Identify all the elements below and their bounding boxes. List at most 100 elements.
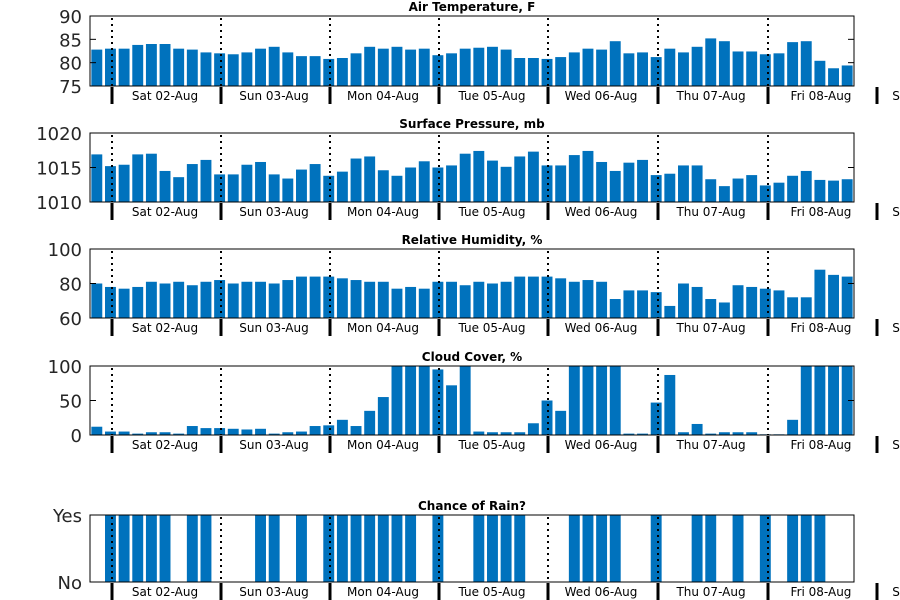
bar [159, 170, 171, 202]
bar [541, 276, 553, 318]
bar [145, 44, 157, 86]
bar [650, 402, 662, 435]
day-label: Tue 05-Aug [457, 585, 525, 599]
bar [268, 283, 280, 318]
bar [186, 285, 198, 318]
bar [691, 165, 703, 202]
day-label: Thu 07-Aug [675, 321, 745, 335]
bar [828, 180, 839, 202]
bar [596, 161, 608, 202]
bar [759, 288, 771, 318]
bar [323, 58, 335, 86]
day-label: Mon 04-Aug [347, 585, 419, 599]
bar [91, 49, 103, 86]
bar [732, 285, 744, 318]
bar [678, 283, 689, 318]
bar [500, 281, 512, 318]
bar [568, 515, 580, 582]
ytick-label: 1020 [36, 124, 82, 145]
bar [787, 42, 799, 86]
panel-title: Chance of Rain? [418, 499, 526, 513]
bar [664, 374, 676, 435]
bar [705, 179, 717, 202]
bar [800, 515, 812, 582]
bar [118, 431, 130, 435]
bar [678, 52, 689, 86]
bar [691, 286, 703, 318]
ytick-label: 80 [59, 275, 82, 296]
bar [173, 281, 185, 318]
bar [418, 366, 430, 435]
bar [759, 515, 771, 582]
bar [841, 366, 853, 435]
bar [514, 515, 526, 582]
bar [637, 52, 648, 86]
bar [432, 167, 444, 202]
bar [800, 170, 812, 202]
ytick-label: 90 [59, 7, 82, 28]
bar [105, 166, 116, 202]
bar [746, 286, 758, 318]
bar [323, 515, 335, 582]
bar [255, 515, 266, 582]
bar [227, 283, 239, 318]
bar [186, 164, 198, 202]
day-label: Wed 06-Aug [565, 438, 638, 452]
bar [255, 48, 266, 86]
bar [637, 290, 648, 318]
bar [132, 286, 144, 318]
bar [582, 280, 594, 318]
bar [459, 48, 471, 86]
panel-title: Surface Pressure, mb [399, 117, 545, 131]
bar [609, 515, 621, 582]
day-label: Wed 06-Aug [565, 89, 638, 103]
bar [268, 46, 280, 86]
bar [186, 49, 198, 86]
bar [377, 397, 389, 435]
bar [596, 281, 608, 318]
bar [732, 51, 744, 86]
bar [596, 515, 608, 582]
bar [105, 48, 116, 86]
bar [391, 515, 403, 582]
day-label: Sat 02-Aug [132, 205, 198, 219]
bar [241, 164, 253, 202]
bar [473, 431, 485, 435]
day-label: S [892, 89, 900, 103]
bar [664, 305, 676, 318]
axes-frame [89, 365, 855, 436]
bar [773, 290, 785, 318]
bar [759, 54, 771, 86]
axes-frame [89, 514, 855, 583]
bar [568, 52, 580, 86]
bar [773, 53, 785, 86]
bar [159, 515, 171, 582]
bar [186, 515, 198, 582]
bar [487, 283, 498, 318]
bar [691, 423, 703, 435]
bar [582, 366, 594, 435]
bar [637, 159, 648, 202]
bar [609, 170, 621, 202]
bar [323, 425, 335, 435]
bar [514, 276, 526, 318]
bar [91, 154, 103, 202]
bar [814, 269, 826, 318]
bar [841, 276, 853, 318]
bar [459, 153, 471, 202]
bar [732, 178, 744, 202]
bar [227, 54, 239, 86]
bar [323, 175, 335, 202]
bar [282, 432, 294, 435]
day-label: Thu 07-Aug [675, 438, 745, 452]
bar [159, 432, 171, 435]
bar [377, 515, 389, 582]
bar [214, 53, 226, 86]
bar [145, 515, 157, 582]
bar [623, 290, 635, 318]
bar [132, 433, 144, 435]
bar [446, 53, 457, 86]
bar [446, 165, 457, 202]
axes-frame [89, 15, 855, 87]
